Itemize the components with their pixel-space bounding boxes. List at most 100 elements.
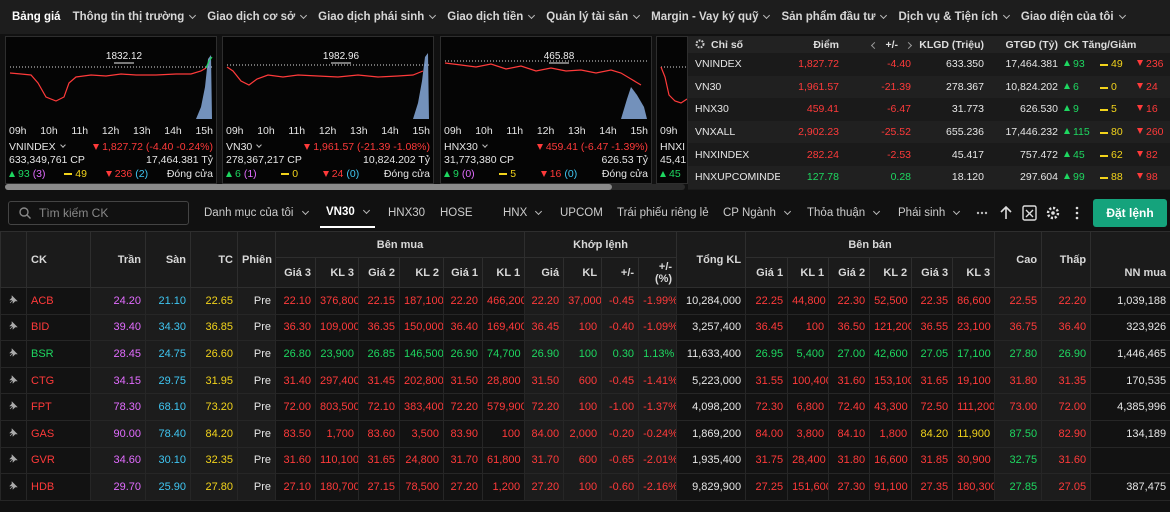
- time-axis: 09h 10h 11h 12h 13h 14h 15h: [9, 124, 213, 137]
- tab[interactable]: VN30: [320, 198, 375, 228]
- nav-label: Margin - Vay ký quỹ: [651, 11, 759, 23]
- decliners-icon: [1137, 82, 1143, 89]
- index-row[interactable]: VN30 1,961.57 -21.39 278.367 10,824.202 6 0 24: [688, 75, 1170, 99]
- advancers-count: 6: [235, 167, 241, 180]
- trend-arrow: [536, 143, 543, 150]
- tab[interactable]: CP Ngành: [723, 198, 791, 228]
- board-cell: 1,935,400: [676, 446, 747, 475]
- scroll-thumb[interactable]: [5, 184, 612, 190]
- index-row[interactable]: VNXALL 2,902.23 -25.52 655.236 17,446.232 115…: [688, 120, 1170, 144]
- settings-icon[interactable]: [1046, 206, 1060, 220]
- search-box[interactable]: Tìm kiếm CK: [8, 201, 189, 225]
- panel-inner: 465.88 09h 10h 11h 12h 13h 14h 15h HNX30 459.41 (…: [441, 37, 651, 183]
- tab[interactable]: HOSE: [440, 198, 473, 228]
- nav-item[interactable]: Thông tin thị trường: [73, 11, 197, 23]
- pin-cell[interactable]: [0, 340, 27, 368]
- board-cell: 31.50: [524, 366, 565, 395]
- stock-row[interactable]: BID 39.40 34.30 36.85 Pre 36.30 109,000 36.35 15…: [0, 313, 1170, 342]
- pin-icon: [9, 348, 18, 357]
- board-cell: 36.30: [275, 313, 316, 342]
- board-cell: 32.35: [190, 446, 238, 475]
- tab[interactable]: Phái sinh: [898, 198, 961, 228]
- symbol[interactable]: GAS: [26, 419, 91, 448]
- tab[interactable]: Trái phiếu riêng lẻ: [617, 198, 709, 228]
- tab[interactable]: HNX30: [388, 198, 425, 228]
- symbol[interactable]: BSR: [26, 340, 91, 368]
- index-row[interactable]: HNXUPCOMINDE 127.78 0.28 18.120 297.604 99 88 9…: [688, 165, 1170, 189]
- nav-item[interactable]: Giao diện của tôi: [1021, 11, 1126, 23]
- nav-item[interactable]: Margin - Vay ký quỹ: [651, 11, 771, 23]
- more-icon[interactable]: [976, 211, 988, 215]
- column-header: Chỉ số: [688, 36, 780, 53]
- scrollbar[interactable]: [5, 184, 685, 190]
- symbol[interactable]: FPT: [26, 393, 91, 421]
- tab[interactable]: UPCOM: [560, 198, 603, 228]
- board-cell: 27.20: [443, 473, 483, 501]
- index-row[interactable]: VNINDEX 1,827.72 -4.40 633.350 17,464.381 93 4…: [688, 53, 1170, 76]
- board-cell: 11,633,400: [676, 340, 747, 368]
- stock-row[interactable]: FPT 78.30 68.10 73.20 Pre 72.00 803,500 72.10 38…: [0, 393, 1170, 421]
- menu-icon[interactable]: [1075, 206, 1079, 220]
- pin-cell[interactable]: [0, 446, 27, 475]
- stock-row[interactable]: GVR 34.60 30.10 32.35 Pre 31.60 110,100 31.65 24…: [0, 446, 1170, 475]
- advancers-count: 93: [18, 167, 30, 180]
- index-header: VNINDEX 1,827.72 (-4.40 -0.24%): [9, 140, 213, 153]
- nav-item[interactable]: Bảng giá: [12, 11, 61, 23]
- pin-cell[interactable]: [0, 473, 27, 501]
- pin-cell[interactable]: [0, 419, 27, 448]
- pin-cell[interactable]: [0, 313, 27, 342]
- stock-row[interactable]: ACB 24.20 21.10 22.65 Pre 22.10 376,800 22.15 18…: [0, 287, 1170, 315]
- stock-row[interactable]: BSR 28.45 24.75 26.60 Pre 26.80 23,900 26.85 146…: [0, 340, 1170, 368]
- pin-cell[interactable]: [0, 393, 27, 421]
- board-cell: Pre: [237, 419, 276, 448]
- nav-item[interactable]: Giao dịch phái sinh: [318, 11, 437, 23]
- index-row[interactable]: HNX30 459.41 -6.47 31.773 626.530 9 5 16: [688, 98, 1170, 121]
- board-cell: 31.60: [1041, 446, 1092, 475]
- board-cell: -2.16%: [638, 473, 678, 501]
- index-change: 0.28: [842, 165, 914, 189]
- stock-row[interactable]: GAS 90.00 78.40 84.20 Pre 83.50 1,700 83.60 3,50…: [0, 419, 1170, 448]
- board-cell: 72.00: [1041, 393, 1092, 421]
- index-point: 1,827.72: [798, 58, 839, 71]
- mini-chart-panel[interactable]: 465.88 09h 10h 11h 12h 13h 14h 15h HNX30 459.41 (…: [440, 36, 652, 184]
- nav-item[interactable]: Sản phẩm đầu tư: [781, 11, 888, 23]
- mini-chart-panel[interactable]: 1982.96 09h 10h 11h 12h 13h 14h 15h VN30 1,961.57…: [222, 36, 434, 184]
- order-button[interactable]: Đặt lệnh: [1093, 199, 1167, 227]
- index-value: 626.530: [1020, 103, 1058, 116]
- up-arrow: [226, 170, 232, 177]
- tab[interactable]: Danh mục của tôi: [204, 198, 309, 228]
- column-header: Giá 3: [275, 257, 316, 288]
- nav-item[interactable]: Giao dịch tiền: [447, 11, 536, 23]
- symbol[interactable]: BID: [26, 313, 91, 342]
- excel-icon[interactable]: [1022, 205, 1037, 221]
- pin-icon: [9, 374, 18, 384]
- stock-row[interactable]: CTG 34.15 29.75 31.95 Pre 31.40 297,400 31.45 20…: [0, 366, 1170, 395]
- nav-item[interactable]: Dịch vụ & Tiện ích: [898, 11, 1010, 23]
- board-cell: 100: [787, 313, 830, 342]
- tab[interactable]: Thỏa thuận: [807, 198, 881, 228]
- advancers: 99: [1061, 165, 1094, 189]
- board-cell: 27.85: [994, 473, 1043, 501]
- mini-chart-panel[interactable]: 1832.12 09h 10h 11h 12h 13h 14h 15h VNINDEX 1,827…: [5, 36, 217, 184]
- board-cell: -0.20: [601, 419, 640, 448]
- nav-item[interactable]: Quản lý tài sản: [546, 11, 641, 23]
- stock-row[interactable]: HDB 29.70 25.90 27.80 Pre 27.10 180,700 27.15 78…: [0, 473, 1170, 501]
- nav-item[interactable]: Giao dịch cơ sở: [207, 11, 308, 23]
- symbol[interactable]: HDB: [26, 473, 91, 501]
- scroll-top-icon[interactable]: [1000, 205, 1012, 219]
- board-cell: 29.70: [90, 473, 146, 501]
- index-row[interactable]: HNXINDEX 282.24 -2.53 45.417 757.472 45 62 82: [688, 143, 1170, 166]
- advancers-count: 9: [453, 167, 459, 180]
- symbol[interactable]: GVR: [26, 446, 91, 475]
- tab[interactable]: HNX: [503, 198, 543, 228]
- symbol[interactable]: CTG: [26, 366, 91, 395]
- time-label: 14h: [599, 124, 617, 137]
- board-cell: 34.15: [90, 366, 146, 395]
- pin-cell[interactable]: [0, 287, 27, 315]
- pin-cell[interactable]: [0, 366, 27, 395]
- advancers: 93: [1061, 53, 1094, 76]
- unchanged-count: 62: [1111, 148, 1123, 161]
- symbol[interactable]: ACB: [26, 287, 91, 315]
